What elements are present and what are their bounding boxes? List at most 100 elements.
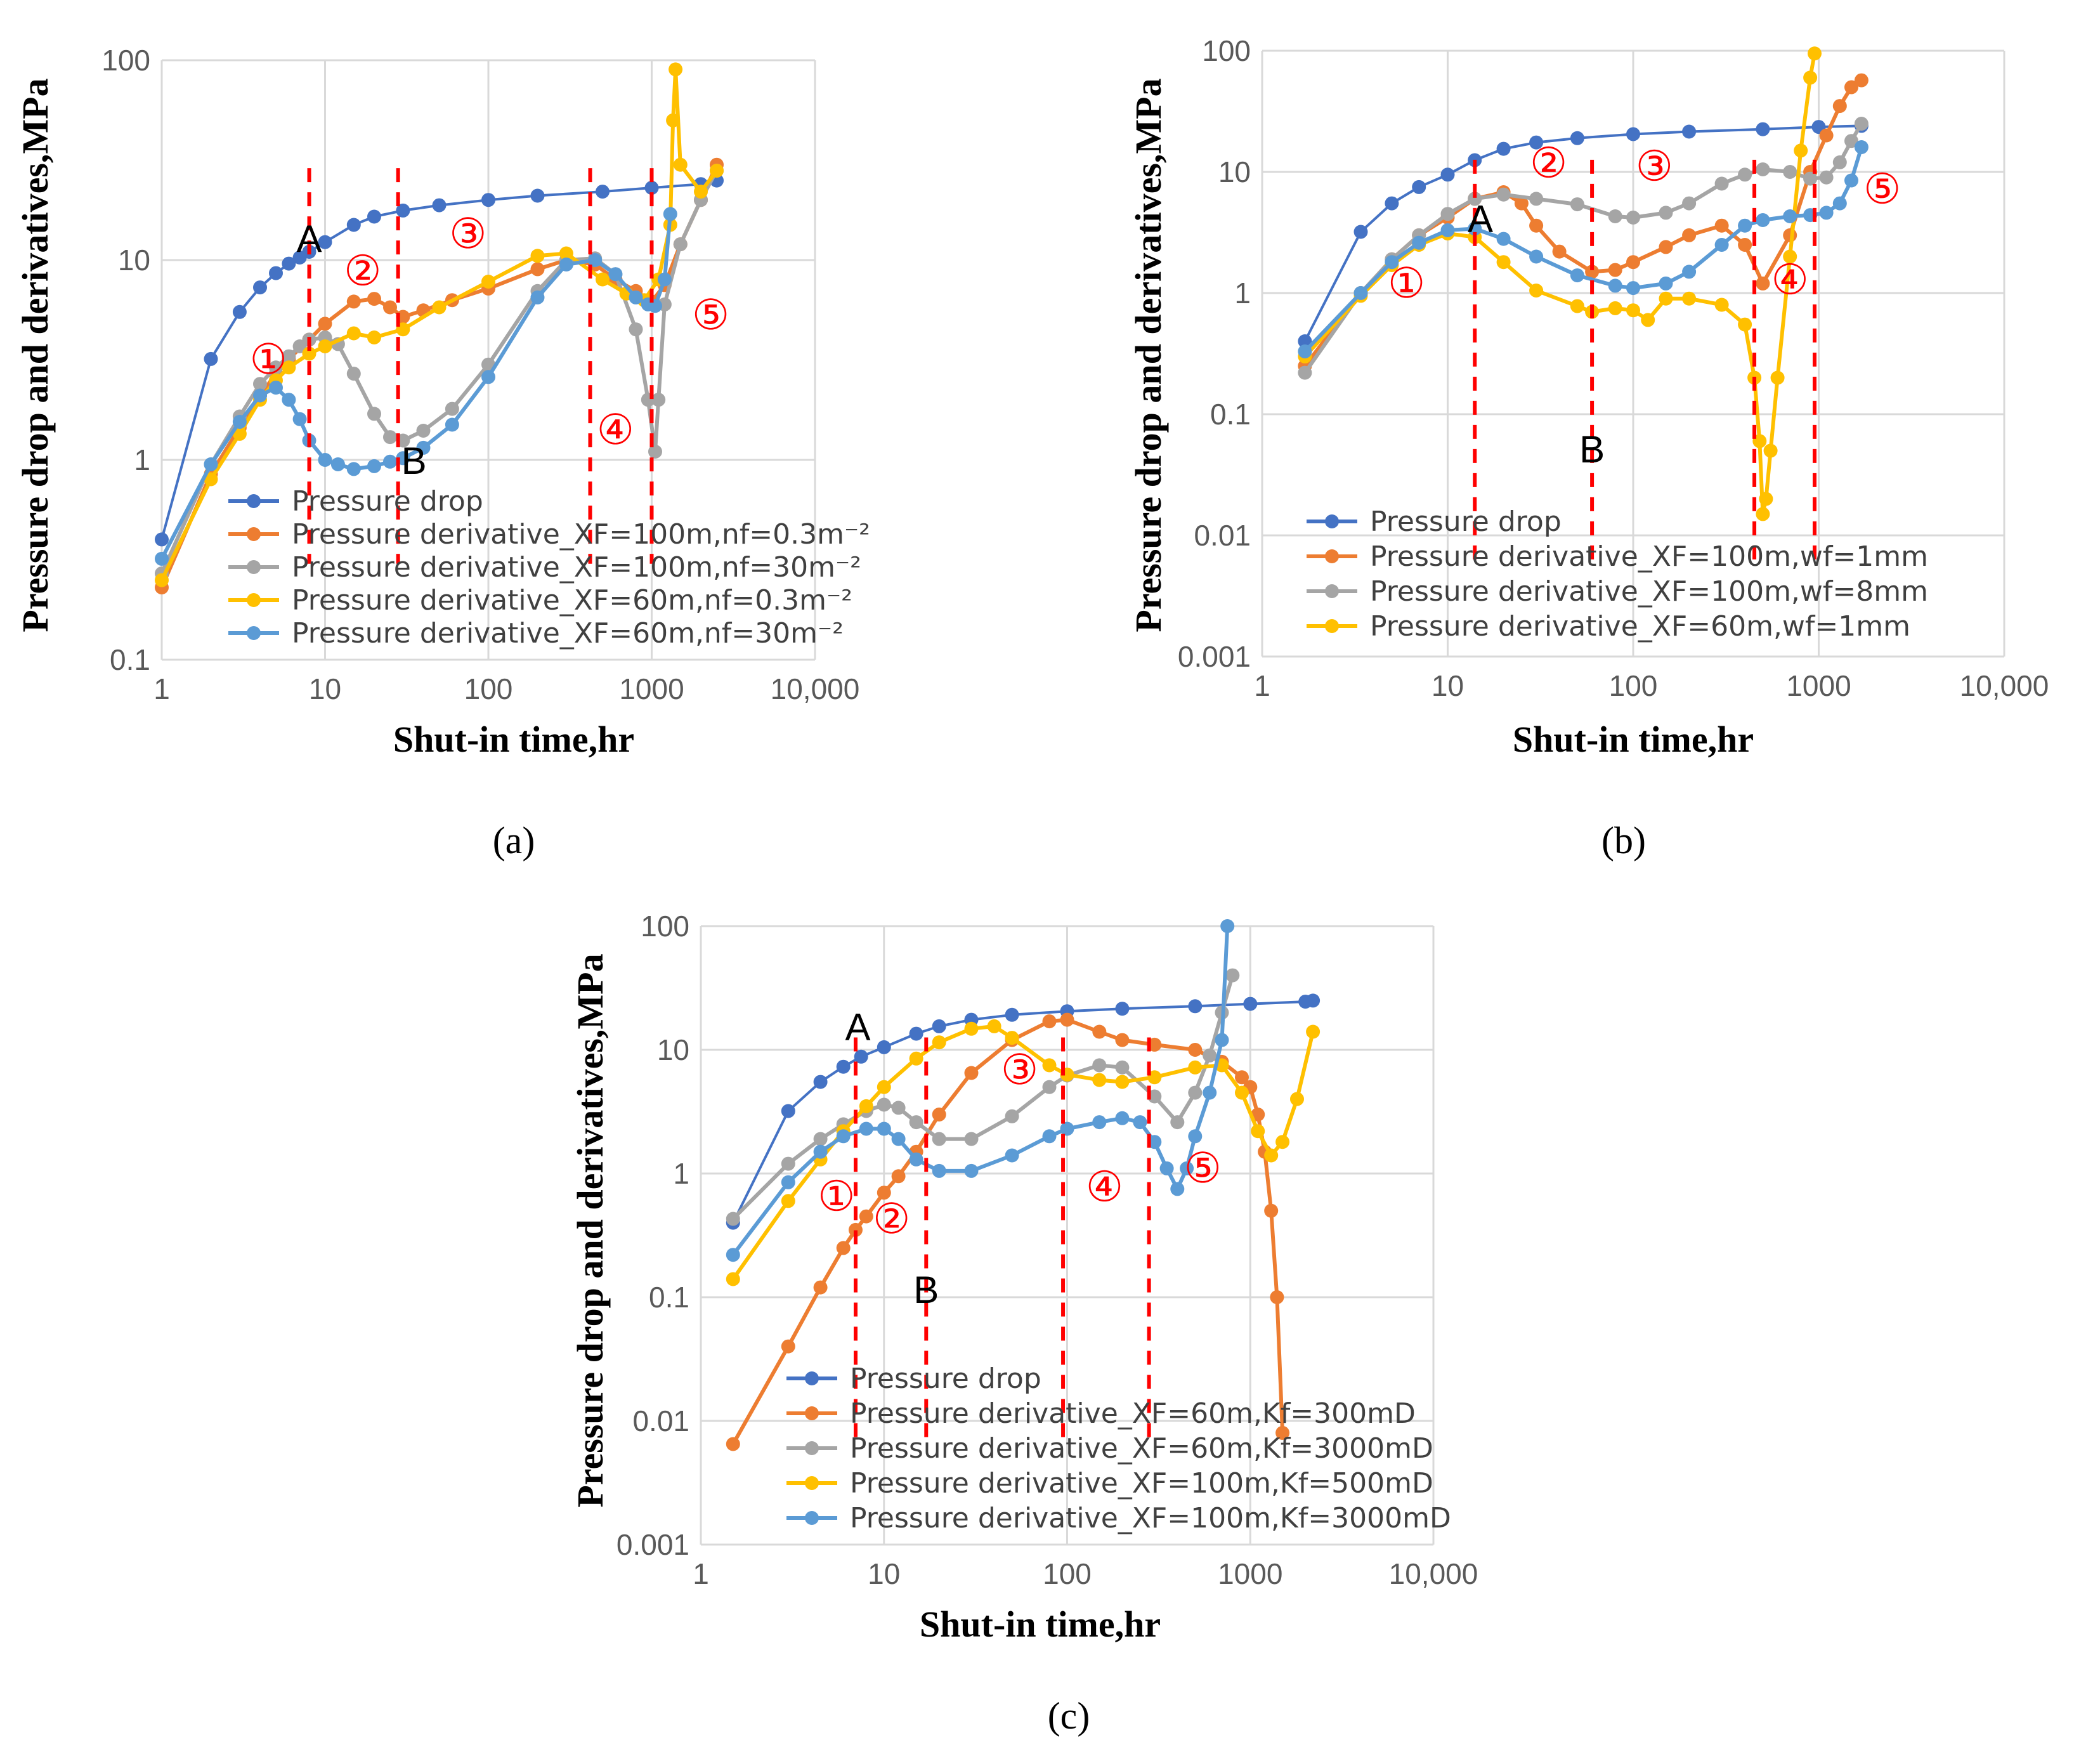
data-point (1738, 218, 1752, 233)
y-tick-labels-b: 0.001 0.01 0.1 1 10 100 (1178, 34, 1251, 673)
data-point (1552, 244, 1567, 259)
data-point (1042, 1014, 1057, 1029)
stage-label-4: ④ (1086, 1162, 1123, 1211)
gridlines-c (700, 925, 1435, 1546)
data-point (432, 300, 447, 315)
data-point (559, 258, 573, 271)
data-point (416, 440, 431, 455)
legend-item: Pressure derivative_XF=100m,Kf=3000mD (786, 1502, 1451, 1534)
data-point (1682, 196, 1697, 211)
legend-label: Pressure drop (1370, 506, 1562, 538)
panel-label: (c) (1048, 1695, 1090, 1737)
data-point (1763, 443, 1778, 458)
data-point (588, 253, 603, 267)
point-label-a: A (845, 1006, 871, 1049)
data-point (877, 1186, 891, 1200)
data-point (964, 1021, 979, 1036)
data-point (1783, 209, 1797, 223)
data-point (1682, 124, 1697, 139)
y-tick-label: 1 (134, 443, 150, 476)
data-point (668, 62, 683, 77)
y-tick-label: 0.1 (1210, 398, 1251, 431)
data-point (608, 267, 623, 282)
data-point (1188, 1043, 1203, 1057)
data-point (269, 381, 283, 395)
data-point (1756, 276, 1770, 291)
data-point (282, 256, 296, 271)
x-tick-label: 1 (693, 1557, 709, 1590)
data-point (1819, 128, 1834, 143)
gridlines-a (160, 59, 816, 661)
x-tick-label: 10,000 (1389, 1557, 1478, 1590)
series-line (1303, 79, 1863, 367)
x-tick-label: 100 (1609, 669, 1658, 702)
legend-label: Pressure derivative_XF=60m,Kf=3000mD (850, 1432, 1433, 1465)
stage-boundaries-c (854, 1037, 1151, 1446)
data-point (1783, 165, 1797, 179)
data-point (1682, 265, 1697, 279)
data-point (629, 290, 643, 304)
data-point (1042, 1058, 1057, 1073)
data-point (1529, 249, 1544, 264)
data-point (481, 370, 495, 384)
stage-label-1: ① (1388, 259, 1425, 308)
legend-label: Pressure derivative_XF=60m,wf=1mm (1370, 610, 1910, 643)
stage-boundaries-b (1473, 159, 1816, 560)
x-tick-label: 100 (1043, 1557, 1092, 1590)
data-point (1626, 281, 1640, 296)
y-tick-label: 10 (657, 1033, 689, 1066)
data-point (813, 1280, 828, 1295)
data-point (1468, 221, 1482, 236)
data-point (1756, 213, 1770, 227)
data-point (383, 300, 397, 315)
data-point (1440, 167, 1455, 182)
data-point (1298, 344, 1312, 358)
data-point (1496, 187, 1511, 202)
data-point (1264, 1148, 1279, 1163)
data-point (1188, 1085, 1203, 1100)
legend-label: Pressure derivative_XF=100m,Kf=500mD (850, 1467, 1433, 1500)
data-point (1626, 211, 1640, 225)
point-label-b: B (1579, 428, 1605, 471)
data-point (1353, 225, 1368, 239)
data-point (1738, 317, 1752, 332)
data-point (1659, 291, 1673, 306)
data-point (932, 1019, 946, 1033)
data-point (155, 573, 169, 587)
data-point (964, 1066, 979, 1080)
data-point (1714, 218, 1729, 233)
data-point (1496, 232, 1511, 246)
data-point (932, 1132, 946, 1146)
data-point (596, 185, 610, 199)
data-point (891, 1169, 906, 1184)
data-point (253, 388, 267, 403)
x-tick-label: 1 (153, 672, 170, 705)
data-point (1803, 171, 1818, 186)
legend-b: Pressure drop Pressure derivative_XF=100… (1307, 506, 1928, 643)
y-axis-title: Pressure drop and derivatives,MPa (1128, 78, 1169, 632)
series-line (1303, 122, 1863, 374)
legend-label: Pressure derivative_XF=100m,wf=8mm (1370, 575, 1928, 608)
data-point (1092, 1073, 1107, 1087)
legend-a: Pressure drop Pressure derivative_XF=100… (228, 485, 870, 650)
stage-label-5: ⑤ (692, 291, 729, 339)
data-point (891, 1132, 906, 1146)
y-tick-label: 100 (101, 44, 150, 77)
legend-label: Pressure drop (292, 485, 483, 518)
data-point (330, 457, 345, 471)
data-point (1220, 919, 1235, 933)
data-point (1570, 197, 1584, 212)
x-axis-title: Shut-in time,hr (1513, 719, 1754, 760)
data-point (1832, 155, 1847, 169)
data-point (909, 1026, 923, 1041)
x-tick-label: 1000 (1218, 1557, 1282, 1590)
data-point (432, 198, 447, 213)
legend-item: Pressure derivative_XF=100m,wf=1mm (1307, 540, 1928, 573)
data-point (367, 407, 381, 421)
data-point (1170, 1182, 1185, 1196)
data-point (282, 349, 296, 363)
data-point (1756, 122, 1770, 136)
data-point (367, 292, 381, 306)
data-point (346, 367, 361, 381)
stage-label-2: ② (1530, 139, 1567, 188)
